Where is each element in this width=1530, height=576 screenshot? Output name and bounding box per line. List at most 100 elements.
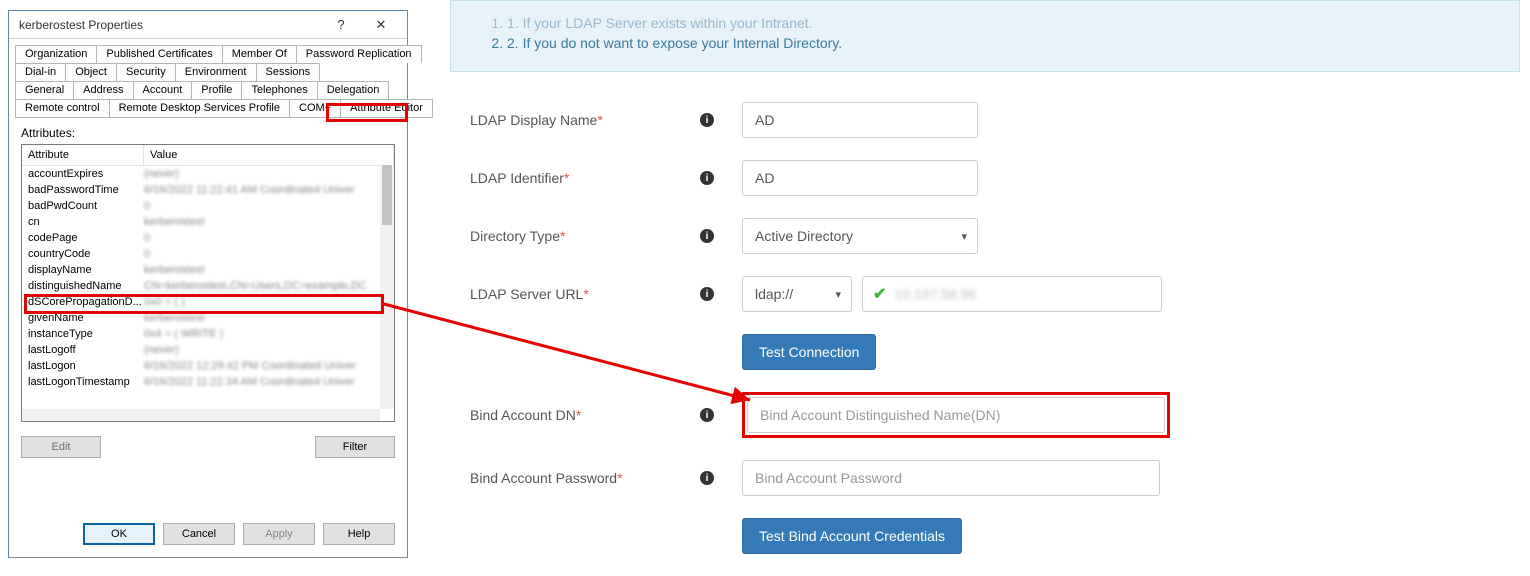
- tab-attribute-editor[interactable]: Attribute Editor: [340, 99, 433, 118]
- directory-type-select[interactable]: Active Directory ▾: [742, 218, 978, 254]
- bind-dn-highlight: [742, 392, 1170, 438]
- display-name-input[interactable]: [742, 102, 978, 138]
- url-scheme-value: ldap://: [755, 286, 793, 302]
- attr-value: 0x0 = ( ): [144, 294, 388, 310]
- tab-member-of[interactable]: Member Of: [222, 45, 297, 63]
- test-connection-button[interactable]: Test Connection: [742, 334, 876, 370]
- cancel-button[interactable]: Cancel: [163, 523, 235, 545]
- info-icon[interactable]: i: [700, 171, 714, 185]
- server-host: 10.197.58.96: [894, 286, 976, 302]
- help-button[interactable]: Help: [323, 523, 395, 545]
- attr-value: 0: [144, 230, 388, 246]
- attr-name: lastLogon: [28, 358, 144, 374]
- info-text-2: 2. If you do not want to expose your Int…: [507, 35, 842, 51]
- window-title: kerberostest Properties: [19, 18, 321, 32]
- info-icon[interactable]: i: [700, 408, 714, 422]
- bind-dn-input[interactable]: [747, 397, 1165, 433]
- tab-sessions[interactable]: Sessions: [256, 63, 321, 81]
- attributes-list: Attribute Value accountExpires(never)bad…: [21, 144, 395, 422]
- attr-name: badPasswordTime: [28, 182, 144, 198]
- attributes-panel: Attributes: Attribute Value accountExpir…: [9, 118, 407, 513]
- url-scheme-select[interactable]: ldap:// ▾: [742, 276, 852, 312]
- tab-remote-desktop-services-profile[interactable]: Remote Desktop Services Profile: [109, 99, 290, 118]
- table-row[interactable]: dSCorePropagationD...0x0 = ( ): [22, 294, 394, 310]
- col-attribute[interactable]: Attribute: [22, 145, 144, 165]
- attr-name: instanceType: [28, 326, 144, 342]
- attr-name: distinguishedName: [28, 278, 144, 294]
- label-identifier: LDAP Identifier*: [470, 170, 700, 186]
- table-row[interactable]: displayNamekerberostest: [22, 262, 394, 278]
- ok-button[interactable]: OK: [83, 523, 155, 545]
- attr-name: accountExpires: [28, 166, 144, 182]
- attr-name: givenName: [28, 310, 144, 326]
- properties-dialog: kerberostest Properties ? ✕ Organization…: [8, 10, 408, 558]
- tab-organization[interactable]: Organization: [15, 45, 97, 63]
- table-row[interactable]: codePage0: [22, 230, 394, 246]
- attr-value: 6/16/2022 11:22:41 AM Coordinated Univer: [144, 182, 388, 198]
- attr-value: kerberostest: [144, 310, 388, 326]
- tabs-area: OrganizationPublished CertificatesMember…: [9, 39, 407, 118]
- attr-value: CN=kerberostest,CN=Users,DC=example,DC: [144, 278, 388, 294]
- table-row[interactable]: cnkerberostest: [22, 214, 394, 230]
- filter-button[interactable]: Filter: [315, 436, 395, 458]
- attr-value: 0: [144, 198, 388, 214]
- attr-name: dSCorePropagationD...: [28, 294, 144, 310]
- ldap-config-form: 1. If your LDAP Server exists within you…: [450, 0, 1520, 576]
- tab-address[interactable]: Address: [73, 81, 133, 99]
- test-bind-button[interactable]: Test Bind Account Credentials: [742, 518, 962, 554]
- attr-name: displayName: [28, 262, 144, 278]
- attr-name: badPwdCount: [28, 198, 144, 214]
- scrollbar-vertical[interactable]: [380, 165, 394, 409]
- table-row[interactable]: badPasswordTime6/16/2022 11:22:41 AM Coo…: [22, 182, 394, 198]
- directory-type-value: Active Directory: [755, 228, 853, 244]
- label-directory-type: Directory Type*: [470, 228, 700, 244]
- scrollbar-horizontal[interactable]: [22, 409, 380, 421]
- col-value[interactable]: Value: [144, 145, 394, 165]
- tab-general[interactable]: General: [15, 81, 74, 99]
- table-row[interactable]: givenNamekerberostest: [22, 310, 394, 326]
- attr-value: kerberostest: [144, 262, 388, 278]
- edit-button[interactable]: Edit: [21, 436, 101, 458]
- info-icon[interactable]: i: [700, 113, 714, 127]
- info-icon[interactable]: i: [700, 287, 714, 301]
- info-icon[interactable]: i: [700, 229, 714, 243]
- table-row[interactable]: countryCode0: [22, 246, 394, 262]
- tab-environment[interactable]: Environment: [175, 63, 257, 81]
- server-url-input[interactable]: ✔ 10.197.58.96: [862, 276, 1162, 312]
- apply-button[interactable]: Apply: [243, 523, 315, 545]
- info-icon[interactable]: i: [700, 471, 714, 485]
- table-row[interactable]: lastLogonTimestamp6/16/2022 11:22:34 AM …: [22, 374, 394, 390]
- tab-com-[interactable]: COM+: [289, 99, 341, 118]
- chevron-down-icon: ▾: [961, 230, 967, 243]
- tab-published-certificates[interactable]: Published Certificates: [96, 45, 222, 63]
- attr-name: countryCode: [28, 246, 144, 262]
- tab-security[interactable]: Security: [116, 63, 176, 81]
- close-icon[interactable]: ✕: [361, 11, 401, 39]
- table-row[interactable]: accountExpires(never): [22, 166, 394, 182]
- attr-value: 0x4 = ( WRITE ): [144, 326, 388, 342]
- table-row[interactable]: lastLogoff(never): [22, 342, 394, 358]
- tab-telephones[interactable]: Telephones: [241, 81, 317, 99]
- tab-object[interactable]: Object: [65, 63, 117, 81]
- bind-pw-input[interactable]: [742, 460, 1160, 496]
- table-row[interactable]: badPwdCount0: [22, 198, 394, 214]
- attributes-header: Attribute Value: [22, 145, 394, 166]
- attr-value: kerberostest: [144, 214, 388, 230]
- tab-account[interactable]: Account: [133, 81, 193, 99]
- help-icon[interactable]: ?: [321, 11, 361, 39]
- identifier-input[interactable]: [742, 160, 978, 196]
- attributes-body[interactable]: accountExpires(never)badPasswordTime6/16…: [22, 166, 394, 406]
- tab-delegation[interactable]: Delegation: [317, 81, 390, 99]
- info-line-1: 1. If your LDAP Server exists within you…: [507, 13, 1489, 33]
- table-row[interactable]: distinguishedNameCN=kerberostest,CN=User…: [22, 278, 394, 294]
- chevron-down-icon: ▾: [835, 288, 841, 301]
- tab-dial-in[interactable]: Dial-in: [15, 63, 66, 81]
- table-row[interactable]: lastLogon6/16/2022 12:29:42 PM Coordinat…: [22, 358, 394, 374]
- tab-remote-control[interactable]: Remote control: [15, 99, 110, 118]
- tab-profile[interactable]: Profile: [191, 81, 242, 99]
- tab-password-replication[interactable]: Password Replication: [296, 45, 422, 63]
- attr-value: (never): [144, 342, 388, 358]
- table-row[interactable]: instanceType0x4 = ( WRITE ): [22, 326, 394, 342]
- label-display-name: LDAP Display Name*: [470, 112, 700, 128]
- checkmark-icon: ✔: [873, 284, 886, 304]
